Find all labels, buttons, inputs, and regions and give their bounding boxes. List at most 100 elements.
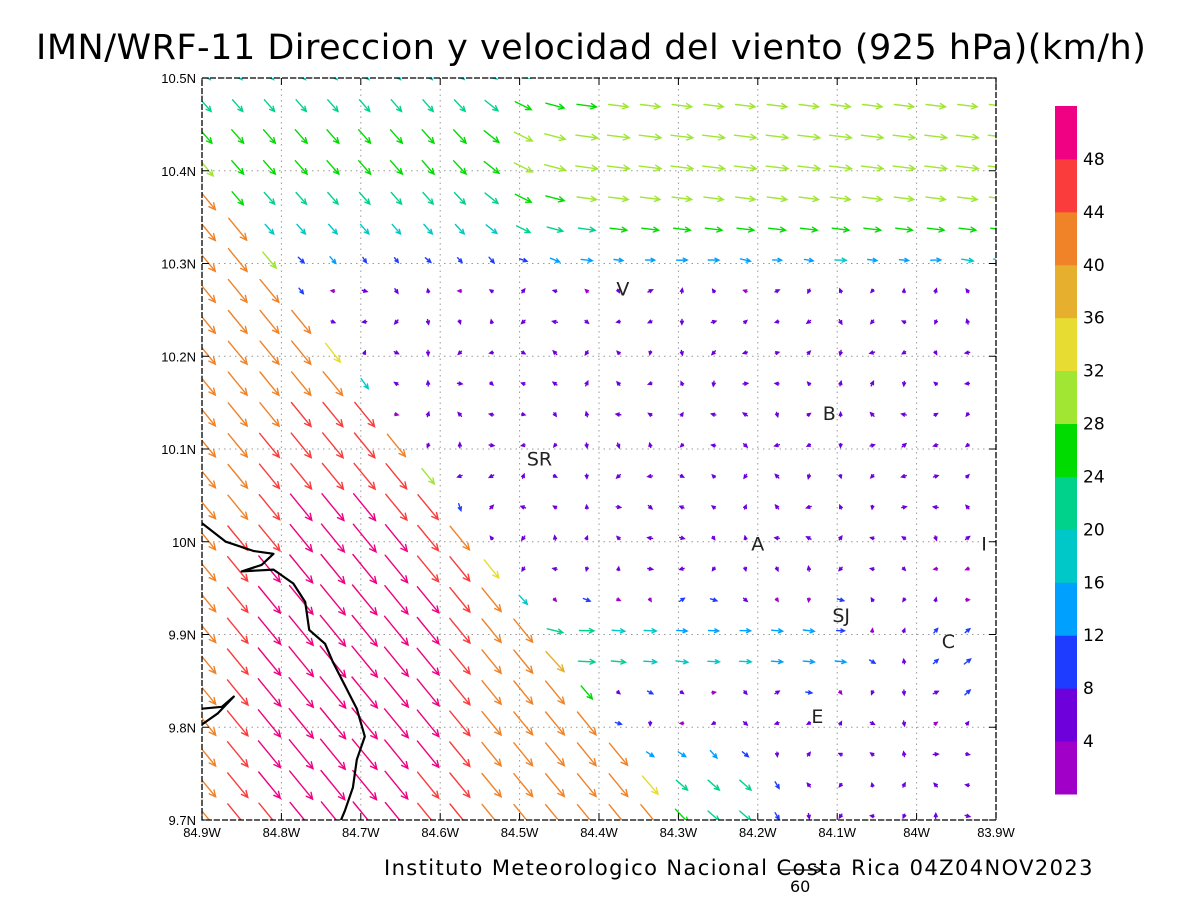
wind-arrow <box>258 771 282 800</box>
wind-arrow <box>774 351 781 355</box>
wind-arrow <box>327 191 340 206</box>
wind-arrow <box>227 340 249 366</box>
wind-arrow <box>327 99 340 113</box>
wind-arrow <box>870 596 875 603</box>
wind-arrow <box>545 773 566 798</box>
wind-arrow <box>839 503 843 510</box>
colorbar-swatch <box>1055 476 1077 530</box>
wind-arrow <box>288 646 315 678</box>
wind-arrow <box>549 257 562 263</box>
wind-arrow <box>901 505 908 510</box>
wind-arrow <box>358 129 372 145</box>
wind-arrow <box>678 505 685 510</box>
wind-arrow <box>707 659 722 665</box>
wind-arrow <box>733 133 758 141</box>
wind-arrow <box>320 801 338 820</box>
wind-arrow <box>838 379 843 387</box>
wind-arrow <box>416 740 440 769</box>
wind-arrow <box>869 319 875 325</box>
wind-arrow <box>892 164 917 172</box>
wind-arrow <box>457 503 463 513</box>
wind-arrow <box>552 597 558 603</box>
wind-arrow <box>807 288 812 295</box>
wind-arrow <box>742 443 749 449</box>
wind-arrow <box>384 524 409 553</box>
wind-arrow <box>202 748 217 768</box>
wind-arrow <box>417 524 440 552</box>
wind-arrow <box>861 195 884 203</box>
wind-arrow <box>867 257 879 263</box>
wind-arrow <box>647 566 655 571</box>
wind-arrow <box>580 257 594 263</box>
wind-arrow <box>351 645 379 679</box>
wind-arrow <box>383 615 410 647</box>
wind-arrow <box>584 379 589 387</box>
colorbar-tick-label: 16 <box>1083 573 1105 593</box>
wind-arrow <box>805 319 812 325</box>
wind-arrow <box>774 690 781 695</box>
wind-arrow <box>901 689 907 697</box>
wind-arrow <box>584 503 589 510</box>
wind-arrow <box>358 99 371 113</box>
wind-arrow <box>202 192 217 211</box>
wind-arrow <box>384 739 409 770</box>
wind-arrow <box>679 473 686 478</box>
wind-arrow <box>933 350 938 356</box>
chart-title: IMN/WRF-11 Direccion y velocidad del vie… <box>36 28 1147 68</box>
town-label: E <box>811 706 823 728</box>
wind-arrow <box>641 226 661 233</box>
wind-arrow <box>584 410 589 418</box>
wind-arrow <box>384 554 409 584</box>
x-tick-label: 83.9W <box>977 825 1015 840</box>
wind-arrow <box>259 278 280 304</box>
wind-arrow <box>298 287 305 295</box>
wind-arrow <box>545 102 566 110</box>
wind-arrow <box>263 191 276 206</box>
wind-arrow <box>487 474 495 479</box>
wind-arrow <box>964 783 970 788</box>
wind-arrow <box>608 804 627 820</box>
wind-arrow <box>609 226 629 233</box>
town-label: A <box>751 534 764 556</box>
wind-arrow <box>262 129 277 145</box>
wind-arrow <box>743 319 749 325</box>
wind-arrow <box>361 288 369 293</box>
wind-arrow <box>743 534 748 541</box>
wind-arrow <box>868 659 877 665</box>
wind-arrow <box>202 223 217 242</box>
wind-arrow <box>838 442 843 449</box>
wind-arrow <box>734 102 757 110</box>
wind-arrow <box>998 536 1001 540</box>
wind-arrow <box>288 739 315 770</box>
wind-arrow <box>774 751 780 758</box>
wind-arrow <box>290 463 313 491</box>
wind-arrow <box>900 320 907 325</box>
wind-arrow <box>575 133 600 141</box>
wind-arrow <box>933 782 938 788</box>
colorbar-swatch <box>1055 582 1077 636</box>
wind-arrow <box>961 257 975 263</box>
wind-arrow <box>513 618 534 644</box>
wind-arrow <box>546 226 565 233</box>
town-label: V <box>616 279 629 301</box>
wind-arrow <box>515 225 532 234</box>
wind-arrow <box>608 195 630 203</box>
wind-arrow <box>520 535 526 542</box>
wind-arrow <box>391 223 402 236</box>
wind-arrow <box>838 535 843 541</box>
wind-arrow <box>449 741 471 768</box>
wind-arrow <box>806 597 811 604</box>
wind-arrow <box>288 615 315 647</box>
wind-arrow <box>202 562 217 582</box>
wind-arrow <box>259 402 281 428</box>
wind-arrow <box>289 770 314 801</box>
colorbar-swatch <box>1055 264 1077 319</box>
wind-arrow <box>290 371 312 397</box>
town-label: SJ <box>832 605 850 627</box>
wind-arrow <box>289 801 306 820</box>
wind-arrow <box>925 195 948 203</box>
wind-arrow <box>202 315 217 335</box>
wind-arrow <box>675 779 689 792</box>
wind-arrow <box>834 257 848 263</box>
wind-arrow <box>291 309 312 335</box>
